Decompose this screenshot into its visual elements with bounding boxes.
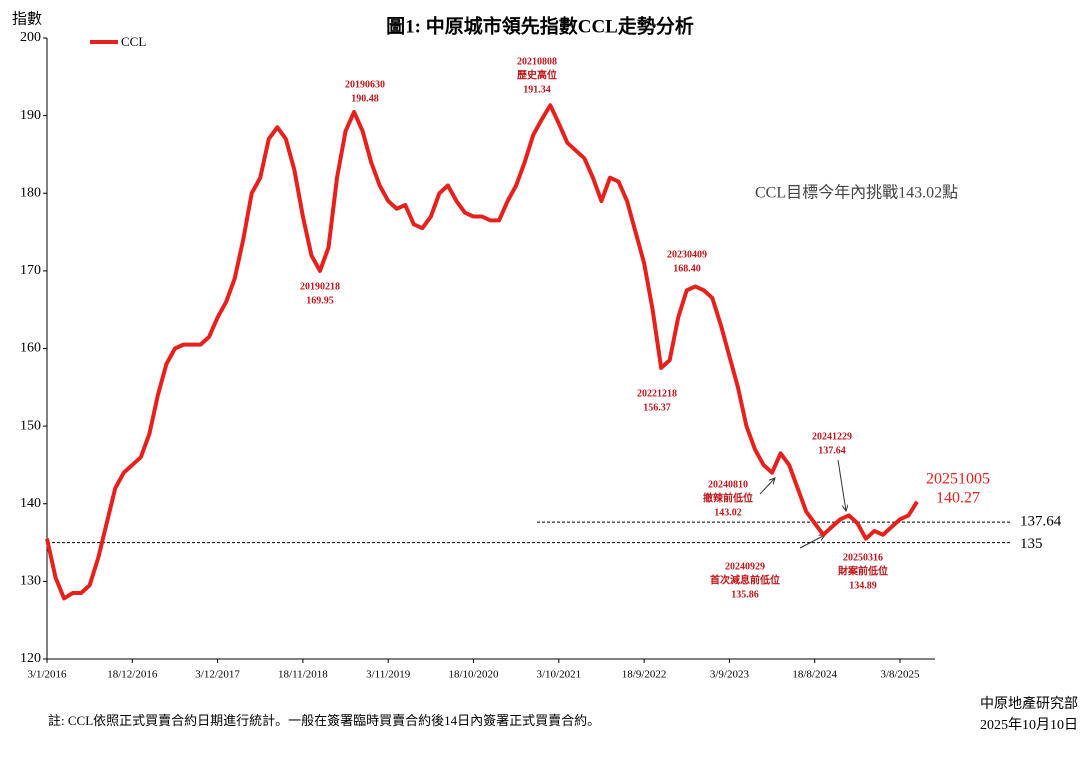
annotation: 140.27 bbox=[936, 490, 980, 507]
reference-label: 135 bbox=[1020, 536, 1043, 552]
annotation: 134.89 bbox=[849, 580, 877, 591]
x-tick-label: 18/9/2022 bbox=[622, 669, 667, 681]
source: 中原地產研究部 bbox=[980, 695, 1078, 712]
x-tick-label: 18/11/2018 bbox=[278, 669, 328, 681]
y-tick-label: 200 bbox=[20, 30, 41, 45]
annotation: 20240810 bbox=[708, 479, 748, 490]
x-tick-label: 18/10/2020 bbox=[448, 669, 499, 681]
y-tick-label: 120 bbox=[20, 651, 41, 666]
y-tick-label: 180 bbox=[20, 185, 41, 200]
x-tick-label: 3/9/2023 bbox=[710, 669, 750, 681]
note: CCL目標今年內挑戰143.02點 bbox=[755, 184, 958, 202]
x-tick-label: 3/10/2021 bbox=[536, 669, 581, 681]
annotation: 169.95 bbox=[306, 295, 334, 306]
x-tick-label: 3/8/2025 bbox=[880, 669, 920, 681]
y-tick-label: 150 bbox=[20, 418, 41, 433]
y-tick-label: 190 bbox=[20, 108, 41, 123]
source-date: 2025年10月10日 bbox=[980, 717, 1078, 733]
annotation: 財案前低位 bbox=[837, 564, 888, 577]
annotation: 137.64 bbox=[818, 445, 846, 456]
footnote: 註: CCL依照正式買賣合約日期進行統計。一般在簽署臨時買賣合約後14日內簽署正… bbox=[48, 713, 600, 728]
annotation: 191.34 bbox=[523, 84, 551, 95]
annotation: 20190630 bbox=[345, 79, 385, 90]
y-tick-label: 130 bbox=[20, 574, 41, 589]
x-tick-label: 18/12/2016 bbox=[107, 669, 158, 681]
arrows bbox=[759, 459, 846, 549]
x-tick-label: 18/8/2024 bbox=[792, 669, 837, 681]
annotation: 168.40 bbox=[673, 263, 701, 274]
annotation: 143.02 bbox=[714, 507, 742, 518]
legend-label: CCL bbox=[121, 34, 146, 49]
line-series bbox=[45, 103, 919, 601]
annotation: 20250316 bbox=[843, 552, 883, 563]
annotation: 首次減息前低位 bbox=[710, 573, 780, 586]
annotation: 撤辣前低位 bbox=[703, 491, 753, 504]
annotation: 20241229 bbox=[812, 431, 852, 442]
y-axis-label: 指數 bbox=[12, 10, 42, 27]
annotation: 20210808 bbox=[517, 56, 557, 67]
x-tick-label: 3/12/2017 bbox=[195, 669, 240, 681]
x-tick-label: 3/1/2016 bbox=[27, 669, 67, 681]
annotation: 歷史高位 bbox=[517, 68, 557, 81]
y-tick-label: 140 bbox=[20, 496, 41, 511]
chart-title: 圖1: 中原城市領先指數CCL走勢分析 bbox=[386, 14, 694, 37]
annotation: 20190218 bbox=[300, 281, 340, 292]
reference-label: 137.64 bbox=[1020, 514, 1062, 530]
annotation: 20240929 bbox=[725, 561, 765, 572]
annotation: 20251005 bbox=[926, 471, 990, 488]
annotation: 156.37 bbox=[643, 402, 671, 413]
x-tick-label: 3/11/2019 bbox=[366, 669, 411, 681]
annotation: 20230409 bbox=[667, 249, 707, 260]
y-tick-label: 170 bbox=[20, 263, 41, 278]
annotation: 20221218 bbox=[637, 388, 677, 399]
y-tick-label: 160 bbox=[20, 341, 41, 356]
annotation: 135.86 bbox=[731, 589, 759, 600]
annotation: 190.48 bbox=[351, 93, 379, 104]
